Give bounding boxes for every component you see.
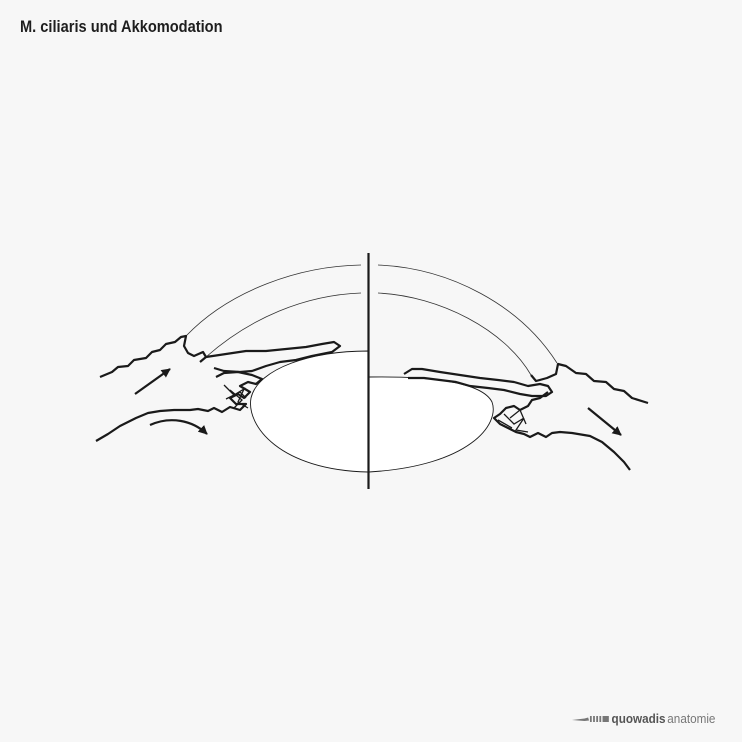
zonule-fibers-left xyxy=(223,384,249,409)
arrow-left-upper xyxy=(134,368,171,395)
diagram-title: M. ciliaris und Akkomodation xyxy=(20,17,223,36)
zonule-fibers-right xyxy=(497,408,529,433)
iris-right xyxy=(403,367,554,398)
cornea-outer-right xyxy=(377,264,558,364)
ciliary-body-right xyxy=(492,391,631,471)
sclera-left xyxy=(99,334,208,379)
lens-right-half xyxy=(368,376,494,473)
arrow-left-lower xyxy=(149,419,208,435)
ciliary-body-left xyxy=(95,370,264,442)
scalpel-logo-icon xyxy=(571,715,609,722)
iris-left xyxy=(205,340,342,374)
branding: quowadis anatomie xyxy=(571,711,715,726)
cornea-outer-left xyxy=(185,264,362,337)
brand-name-light: anatomie xyxy=(666,711,715,726)
sclera-right xyxy=(530,362,649,405)
brand-name-bold: quowadis xyxy=(611,711,666,726)
lens-left-half xyxy=(250,350,369,473)
cornea-inner-right xyxy=(377,292,532,376)
arrow-right xyxy=(587,407,622,436)
cornea-inner-left xyxy=(205,292,362,358)
